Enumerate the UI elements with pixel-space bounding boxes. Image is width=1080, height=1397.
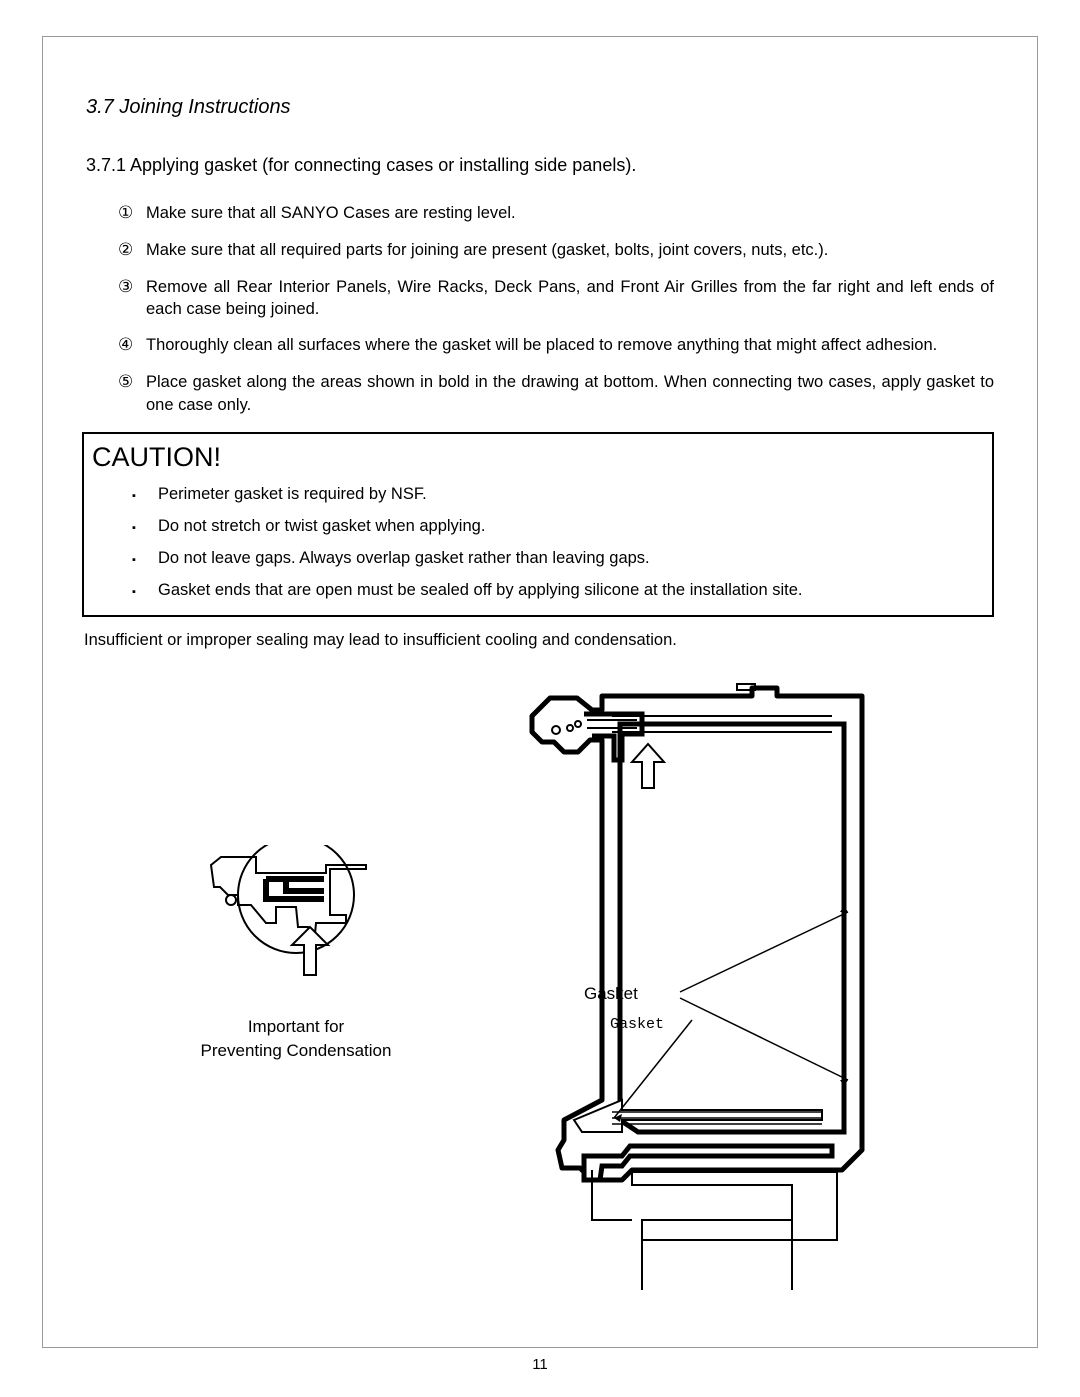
step-marker: ②	[118, 239, 146, 262]
step-marker: ⑤	[118, 371, 146, 394]
page-number: 11	[0, 1356, 1080, 1373]
caution-item: ▪ Do not stretch or twist gasket when ap…	[132, 517, 992, 539]
caution-item: ▪ Perimeter gasket is required by NSF.	[132, 485, 992, 507]
step-item: ④ Thoroughly clean all surfaces where th…	[118, 334, 994, 357]
step-text: Make sure that all required parts for jo…	[146, 239, 994, 261]
figures-area: Important for Preventing Condensation	[82, 680, 994, 1320]
step-item: ② Make sure that all required parts for …	[118, 239, 994, 262]
caution-text: Do not stretch or twist gasket when appl…	[158, 517, 485, 536]
bullet-icon: ▪	[132, 581, 158, 603]
figure-left-caption: Important for Preventing Condensation	[186, 1015, 406, 1063]
step-text: Place gasket along the areas shown in bo…	[146, 371, 994, 416]
diagram-left-icon	[196, 845, 396, 1005]
step-item: ① Make sure that all SANYO Cases are res…	[118, 202, 994, 225]
caution-title: CAUTION!	[84, 434, 992, 475]
step-text: Thoroughly clean all surfaces where the …	[146, 334, 994, 356]
subsection-heading: 3.7.1 Applying gasket (for connecting ca…	[86, 155, 994, 176]
figure-left: Important for Preventing Condensation	[186, 845, 406, 1063]
gasket-label-small: Gasket	[610, 1016, 664, 1033]
caption-line: Important for	[248, 1017, 344, 1036]
section-heading: 3.7 Joining Instructions	[86, 96, 994, 119]
step-marker: ③	[118, 276, 146, 299]
caution-item: ▪ Do not leave gaps. Always overlap gask…	[132, 549, 992, 571]
bullet-icon: ▪	[132, 549, 158, 571]
caution-text: Gasket ends that are open must be sealed…	[158, 581, 803, 600]
caution-text: Do not leave gaps. Always overlap gasket…	[158, 549, 650, 568]
step-marker: ④	[118, 334, 146, 357]
step-text: Remove all Rear Interior Panels, Wire Ra…	[146, 276, 994, 321]
caption-line: Preventing Condensation	[201, 1041, 392, 1060]
caution-box: CAUTION! ▪ Perimeter gasket is required …	[82, 432, 994, 617]
bullet-icon: ▪	[132, 485, 158, 507]
caution-text: Perimeter gasket is required by NSF.	[158, 485, 427, 504]
figure-right	[492, 680, 912, 1310]
bullet-icon: ▪	[132, 517, 158, 539]
step-item: ⑤ Place gasket along the areas shown in …	[118, 371, 994, 416]
page-content: 3.7 Joining Instructions 3.7.1 Applying …	[82, 96, 994, 1320]
note-text: Insufficient or improper sealing may lea…	[84, 631, 994, 650]
diagram-right-icon	[492, 680, 912, 1310]
step-marker: ①	[118, 202, 146, 225]
step-item: ③ Remove all Rear Interior Panels, Wire …	[118, 276, 994, 321]
gasket-label: Gasket	[584, 984, 638, 1004]
step-text: Make sure that all SANYO Cases are resti…	[146, 202, 994, 224]
caution-item: ▪ Gasket ends that are open must be seal…	[132, 581, 992, 603]
